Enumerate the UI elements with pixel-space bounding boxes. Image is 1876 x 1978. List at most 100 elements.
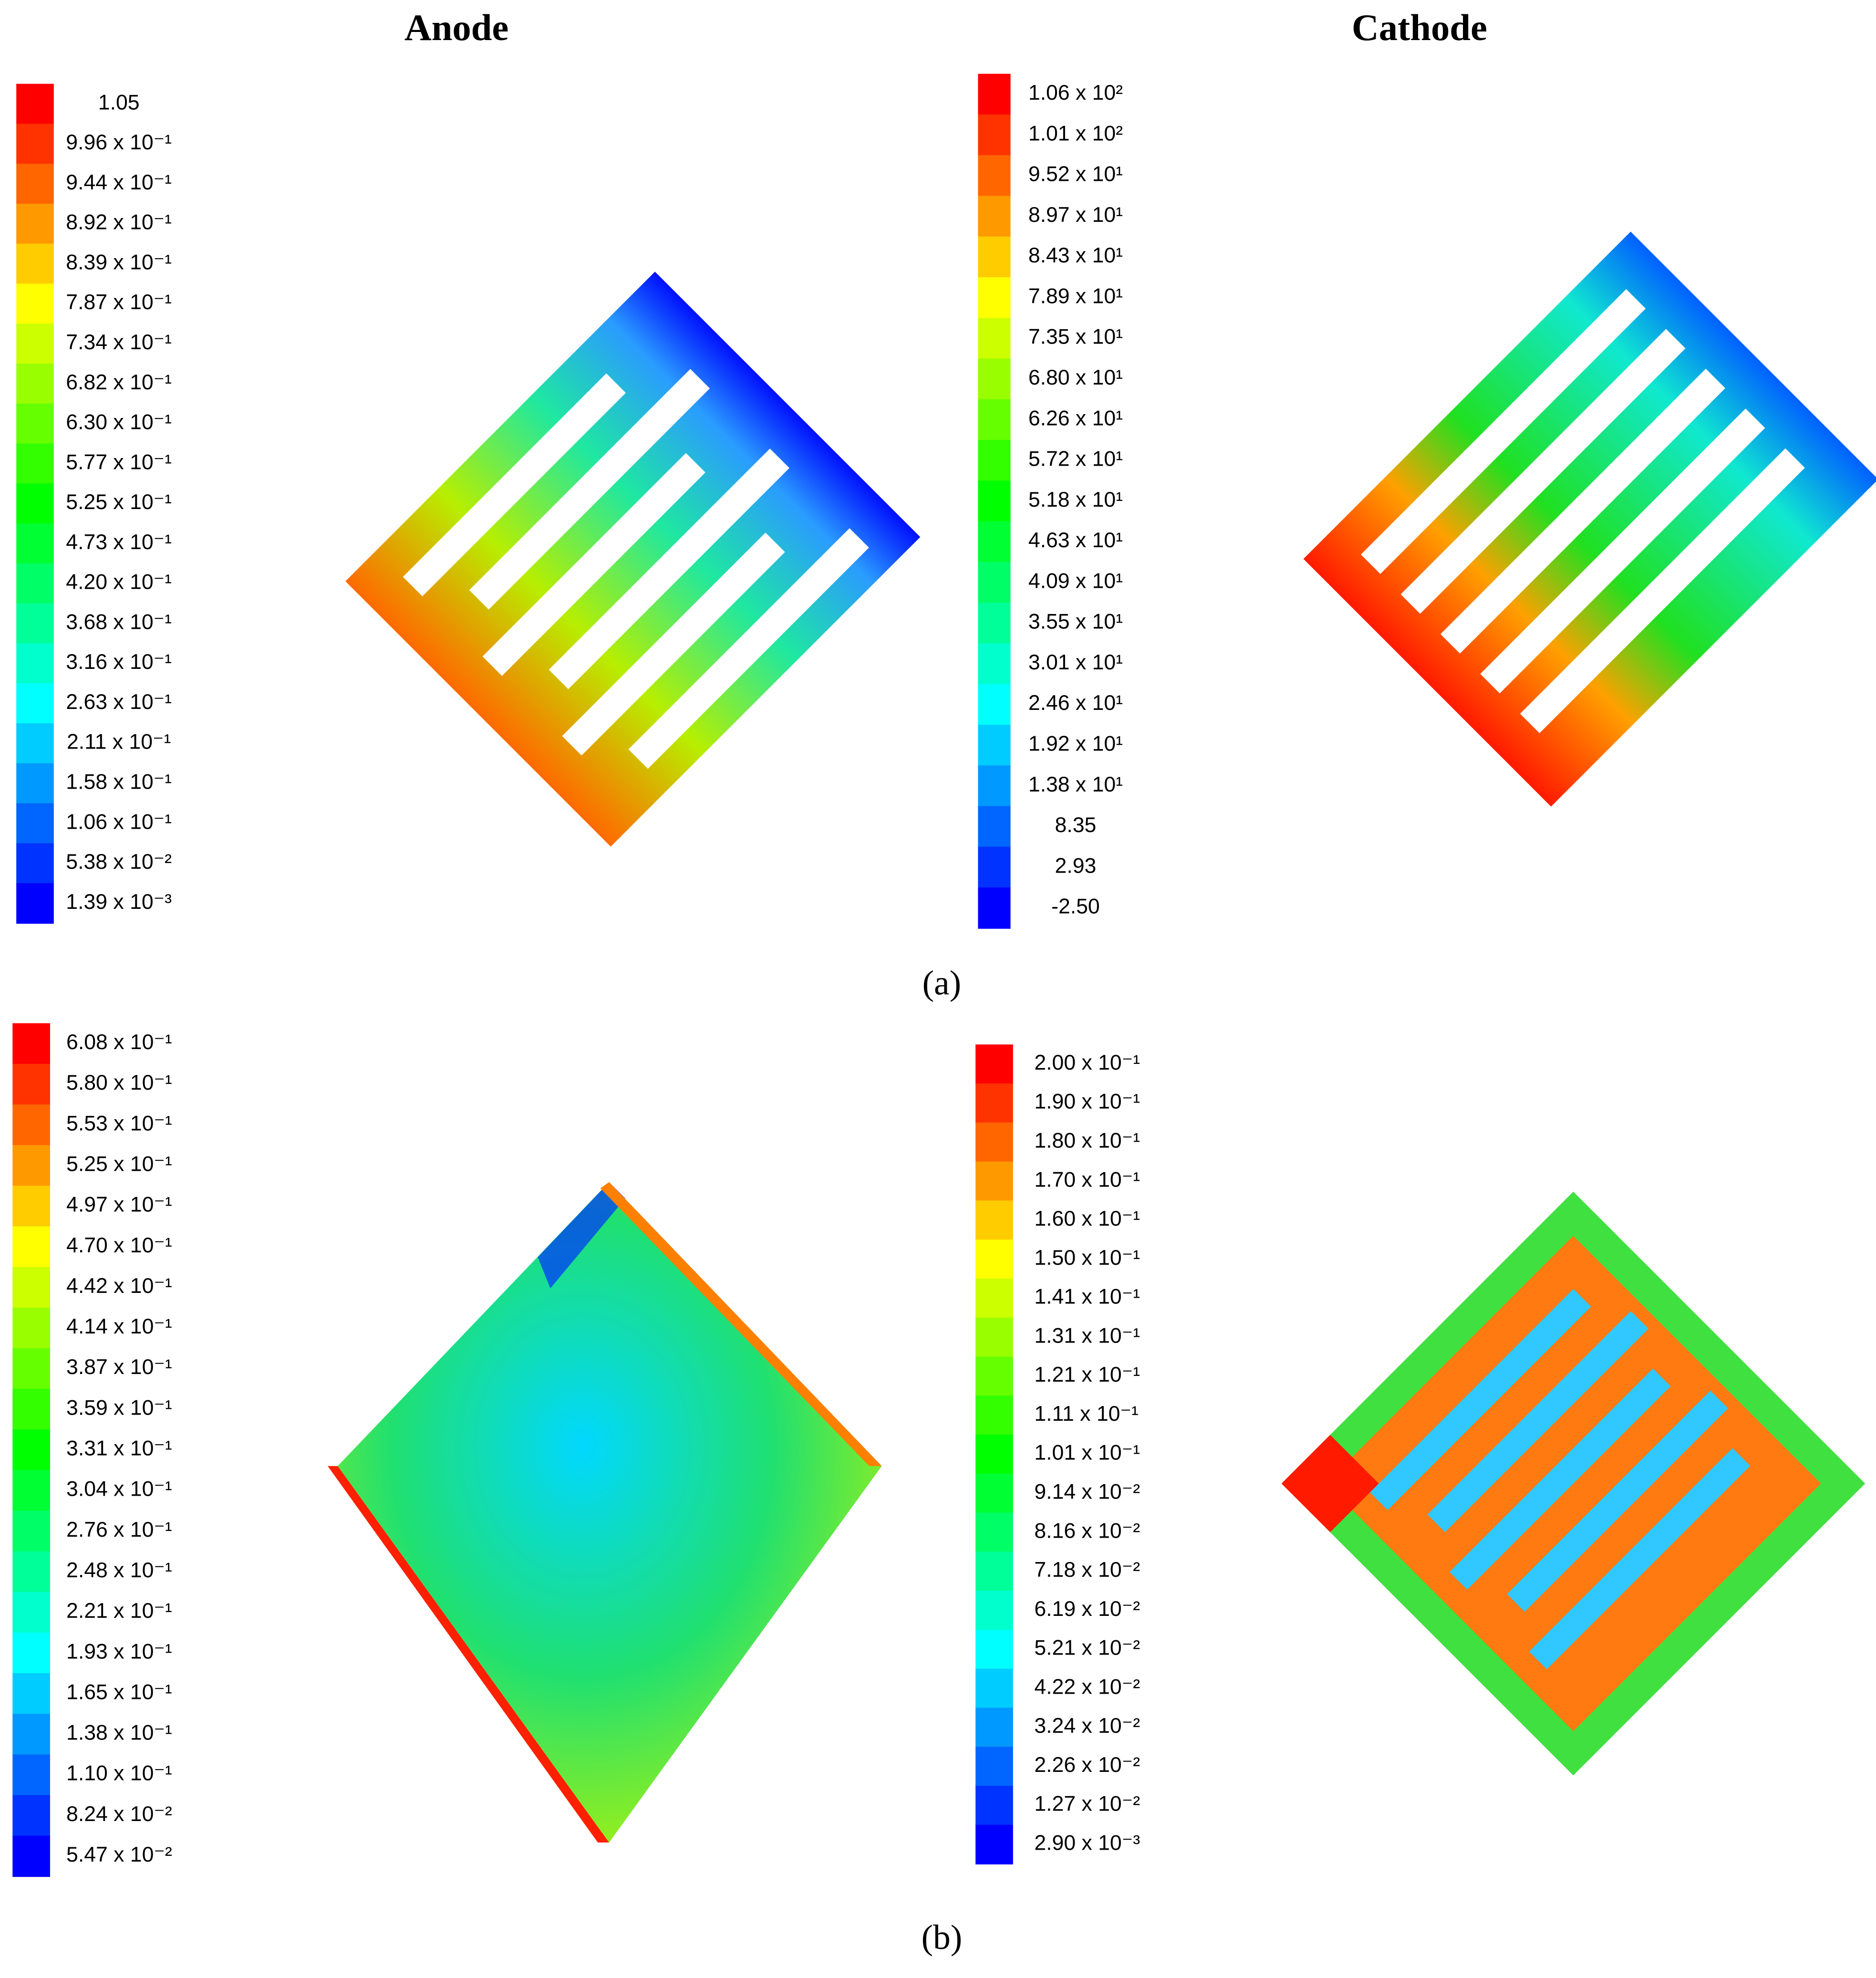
legend-swatch [978,236,1011,278]
legend-swatch [975,1786,1013,1826]
legend-label: 5.77 x 10⁻¹ [66,450,172,474]
legend-swatch [975,1435,1013,1475]
legend-label: 6.08 x 10⁻¹ [66,1031,172,1054]
legend-swatch [978,480,1011,522]
legend-swatch [975,1747,1013,1787]
legend-label: 4.14 x 10⁻¹ [66,1315,172,1338]
legend-swatch [978,114,1011,156]
legend-label: 4.42 x 10⁻¹ [66,1274,172,1298]
legend-swatch [16,803,54,844]
legend-label: 8.97 x 10¹ [1028,203,1123,227]
column-header: Anode [404,7,509,49]
legend-label: 5.47 x 10⁻² [66,1843,172,1866]
legend-swatch [16,443,54,484]
legend-label: 1.38 x 10¹ [1028,773,1123,796]
legend-swatch [12,1835,50,1877]
legend-label: 8.24 x 10⁻² [66,1802,172,1826]
legend-swatch [978,643,1011,685]
legend-swatch [978,887,1011,929]
legend-swatch [975,1551,1013,1592]
legend-swatch [975,1083,1013,1124]
legend-label: 7.89 x 10¹ [1028,284,1123,308]
legend-swatch [16,283,54,324]
legend-label: 6.26 x 10¹ [1028,406,1123,430]
legend-swatch [975,1707,1013,1748]
legend-label: 2.48 x 10⁻¹ [66,1559,172,1582]
legend-swatch [978,806,1011,848]
legend-label: 5.18 x 10¹ [1028,488,1123,511]
legend-label: 3.01 x 10¹ [1028,651,1123,674]
legend-swatch [12,1795,50,1837]
legend-label: 1.41 x 10⁻¹ [1034,1285,1140,1309]
legend-swatch [16,603,54,644]
cathode-contour-b [1281,1191,1866,1776]
legend-label: 3.31 x 10⁻¹ [66,1437,172,1460]
panel-caption: (b) [922,1918,963,1957]
legend-swatch [12,1063,50,1105]
legend-swatch [16,563,54,604]
legend-swatch [12,1714,50,1755]
legend-swatch [12,1226,50,1268]
legend-swatch [16,403,54,444]
legend-swatch [12,1348,50,1390]
legend-label: 1.58 x 10⁻¹ [66,770,172,794]
legend-swatch [16,243,54,284]
legend-label: 1.90 x 10⁻¹ [1034,1090,1140,1114]
legend-swatch [12,1754,50,1796]
legend-swatch [978,521,1011,563]
legend-swatch [975,1395,1013,1436]
legend-swatch [16,364,54,405]
legend-swatch [975,1239,1013,1280]
legend-label: 2.76 x 10⁻¹ [66,1518,172,1541]
legend-label: 2.21 x 10⁻¹ [66,1599,172,1623]
legend-swatch [16,124,54,165]
legend-label: 2.00 x 10⁻¹ [1034,1051,1140,1074]
legend-label: 3.16 x 10⁻¹ [66,650,172,674]
legend-label: 1.01 x 10⁻¹ [1034,1441,1140,1465]
legend-label: 6.19 x 10⁻² [1034,1597,1140,1621]
legend-swatch [975,1122,1013,1162]
legend-label: 1.70 x 10⁻¹ [1034,1168,1140,1191]
legend-label: 7.34 x 10⁻¹ [66,331,172,354]
legend-label: 4.70 x 10⁻¹ [66,1234,172,1257]
legend-label: 1.93 x 10⁻¹ [66,1640,172,1663]
legend-swatch [978,73,1011,115]
legend-label: 1.27 x 10⁻² [1034,1792,1140,1816]
legend-swatch [978,155,1011,197]
legend-label: 3.59 x 10⁻¹ [66,1396,172,1419]
anode-contour-b [328,1182,882,1843]
legend-label: 3.68 x 10⁻¹ [66,610,172,634]
legend-swatch [12,1551,50,1593]
legend-label: 6.82 x 10⁻¹ [66,371,172,394]
legend-label: 1.01 x 10² [1028,122,1123,145]
legend-label: 1.31 x 10⁻¹ [1034,1324,1140,1347]
legend-label: 6.80 x 10¹ [1028,366,1123,389]
legend-swatch [16,523,54,564]
legend-label: 8.43 x 10¹ [1028,244,1123,267]
legend-swatch [12,1470,50,1511]
legend-label: 2.63 x 10⁻¹ [66,690,172,714]
legend-swatch [16,203,54,245]
legend-swatch [975,1824,1013,1864]
legend-swatch [16,763,54,804]
legend-swatch [16,643,54,684]
legend-swatch [12,1145,50,1187]
legend-swatch [12,1429,50,1471]
legend-swatch [12,1104,50,1146]
legend-swatch [16,164,54,205]
legend-label: 1.05 [98,91,140,114]
legend-label: 5.53 x 10⁻¹ [66,1112,172,1135]
legend-label: 8.92 x 10⁻¹ [66,211,172,234]
legend-swatch [16,883,54,924]
legend-label: 4.73 x 10⁻¹ [66,531,172,554]
panel-caption: (a) [922,963,961,1002]
legend-swatch [978,358,1011,400]
legend-label: 4.97 x 10⁻¹ [66,1193,172,1217]
legend-swatch [978,196,1011,238]
legend-swatch [978,399,1011,441]
legend-swatch [16,683,54,724]
legend-label: 5.21 x 10⁻² [1034,1636,1140,1660]
legend-swatch [12,1023,50,1065]
legend-label: 1.21 x 10⁻¹ [1034,1363,1140,1386]
